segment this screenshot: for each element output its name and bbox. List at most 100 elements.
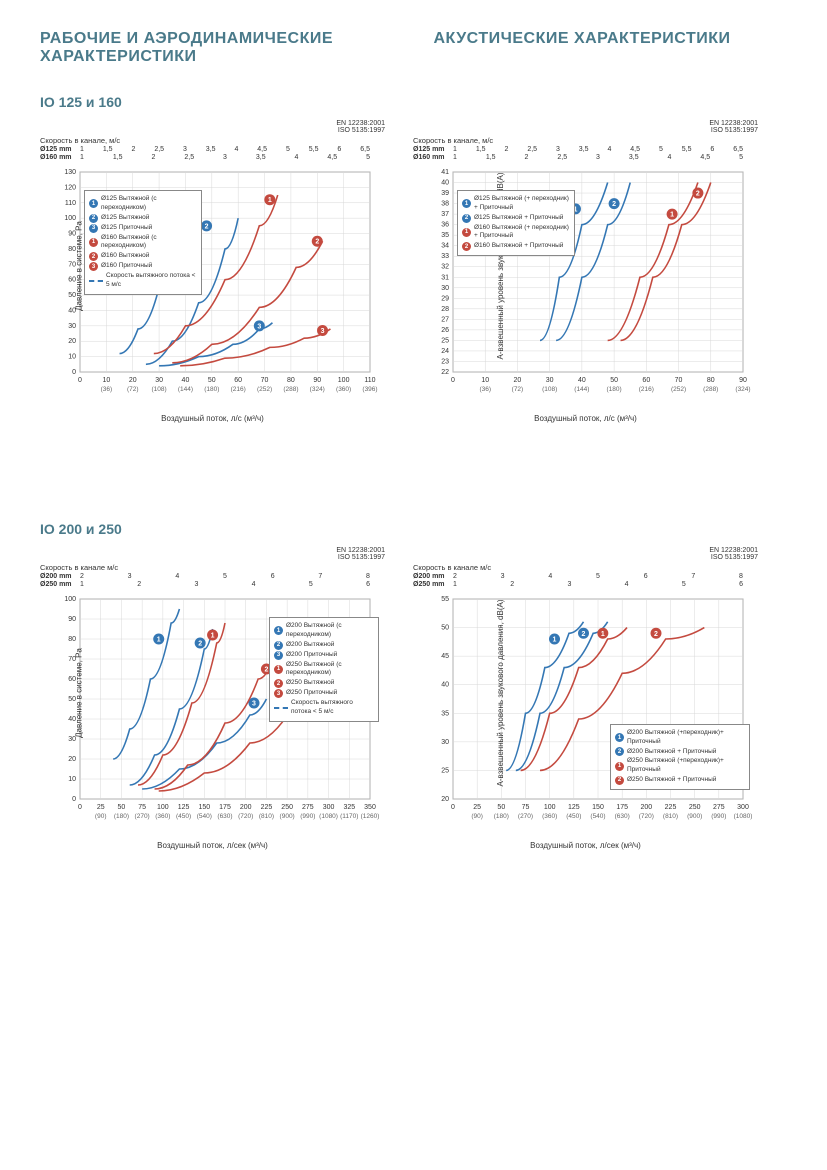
top-tick: 4,5	[630, 146, 640, 153]
svg-text:(1080): (1080)	[319, 813, 338, 820]
svg-text:(324): (324)	[735, 386, 750, 393]
legend-badge: 3	[274, 651, 283, 660]
y-axis-label: Давление в системе, Pa	[74, 221, 83, 311]
svg-text:45: 45	[441, 653, 449, 660]
top-tick: 3	[223, 154, 227, 161]
svg-text:40: 40	[441, 180, 449, 187]
y-axis-label: Давление в системе, Pa	[74, 648, 83, 738]
legend-swatch	[89, 280, 103, 282]
legend-badge: 2	[615, 747, 624, 756]
svg-text:(630): (630)	[615, 813, 630, 820]
diameter-label: Ø125 mm	[40, 146, 80, 153]
svg-text:25: 25	[97, 804, 105, 811]
top-tick: 4	[295, 154, 299, 161]
top-axis-row: Ø160 mm11,522,533,544,55	[413, 154, 758, 161]
chart-standards: EN 12238:2001ISO 5135:1997	[40, 120, 385, 134]
svg-text:3: 3	[257, 323, 261, 330]
legend-text: Ø200 Вытяжной (+переходник)+ Приточный	[627, 729, 745, 747]
legend-badge: 1	[615, 762, 624, 771]
svg-text:33: 33	[441, 253, 449, 260]
svg-text:(1080): (1080)	[734, 813, 753, 820]
diameter-label: Ø160 mm	[413, 154, 453, 161]
top-tick: 4,5	[700, 154, 710, 161]
svg-text:30: 30	[546, 377, 554, 384]
legend-badge: 1	[462, 228, 471, 237]
legend-item: 3Ø250 Приточный	[274, 689, 374, 698]
legend-badge: 2	[462, 214, 471, 223]
svg-text:(288): (288)	[703, 386, 718, 393]
svg-text:30: 30	[441, 739, 449, 746]
legend-badge: 1	[462, 199, 471, 208]
legend-text: Ø250 Вытяжной	[286, 679, 334, 688]
svg-text:90: 90	[739, 377, 747, 384]
svg-text:(252): (252)	[671, 386, 686, 393]
svg-text:20: 20	[514, 377, 522, 384]
top-tick: 3,5	[256, 154, 266, 161]
svg-text:(180): (180)	[607, 386, 622, 393]
svg-text:20: 20	[129, 377, 137, 384]
legend-badge: 1	[274, 665, 283, 674]
legend-text: Ø200 Вытяжной + Приточный	[627, 748, 716, 757]
top-tick: 4	[548, 573, 552, 580]
svg-text:(144): (144)	[574, 386, 589, 393]
legend-item: 1Ø250 Вытяжной (+переходник)+ Приточный	[615, 757, 745, 775]
svg-text:100: 100	[338, 377, 350, 384]
top-tick: 2,5	[154, 146, 164, 153]
svg-text:2: 2	[198, 641, 202, 648]
svg-text:(720): (720)	[238, 813, 253, 820]
top-tick: 1,5	[476, 146, 486, 153]
legend-badge: 3	[89, 262, 98, 271]
legend-badge: 2	[462, 242, 471, 251]
top-tick: 5	[286, 146, 290, 153]
legend-item: 2Ø160 Вытяжной	[89, 252, 197, 261]
top-tick: 7	[691, 573, 695, 580]
legend-item: 3Ø200 Приточный	[274, 651, 374, 660]
svg-text:30: 30	[441, 285, 449, 292]
top-tick: 5,5	[309, 146, 319, 153]
top-tick: 5	[682, 581, 686, 588]
top-axis-row: Ø250 mm123456	[413, 581, 758, 588]
curve	[506, 622, 583, 771]
svg-text:1: 1	[601, 631, 605, 638]
svg-text:(360): (360)	[542, 813, 557, 820]
legend: 1Ø125 Вытяжной (+ переходник) + Приточны…	[457, 190, 575, 256]
header-right: АКУСТИЧЕСКИЕ ХАРАКТЕРИСТИКИ	[434, 30, 788, 66]
legend-badge: 2	[89, 214, 98, 223]
curve	[621, 183, 711, 341]
svg-text:20: 20	[68, 756, 76, 763]
svg-text:275: 275	[713, 804, 725, 811]
svg-text:300: 300	[323, 804, 335, 811]
svg-text:0: 0	[451, 377, 455, 384]
legend: 1Ø200 Вытяжной (с переходником)2Ø200 Выт…	[269, 617, 379, 722]
legend-item: 2Ø125 Вытяжной	[89, 214, 197, 223]
top-tick: 4	[234, 146, 238, 153]
legend-text: Ø160 Вытяжной (+ переходник) + Приточный	[474, 224, 570, 242]
legend-item: 3Ø125 Приточный	[89, 224, 197, 233]
svg-text:120: 120	[64, 184, 76, 191]
top-tick: 3,5	[629, 154, 639, 161]
svg-text:34: 34	[441, 243, 449, 250]
legend-text: Ø125 Приточный	[101, 224, 152, 233]
top-tick: 2	[504, 146, 508, 153]
section-title-1: IO 125 и 160	[40, 94, 787, 110]
top-tick: 2	[137, 581, 141, 588]
legend-badge: 3	[89, 224, 98, 233]
svg-text:1: 1	[553, 637, 557, 644]
svg-text:(72): (72)	[127, 386, 139, 393]
top-tick: 4	[175, 573, 179, 580]
svg-text:10: 10	[68, 776, 76, 783]
top-tick: 6	[337, 146, 341, 153]
top-axis-row: Ø160 mm11,522,533,544,55	[40, 154, 385, 161]
top-tick: 1,5	[113, 154, 123, 161]
svg-text:(252): (252)	[257, 386, 272, 393]
legend-swatch	[274, 707, 288, 709]
legend-item: 2Ø200 Вытяжной	[274, 641, 374, 650]
legend-text: Ø250 Вытяжной + Приточный	[627, 776, 716, 785]
top-tick: 5	[366, 154, 370, 161]
top-tick: 1	[80, 581, 84, 588]
svg-text:(90): (90)	[471, 813, 483, 820]
svg-text:50: 50	[610, 377, 618, 384]
legend-item: 1Ø250 Вытяжной (с переходником)	[274, 661, 374, 679]
legend-badge: 2	[274, 679, 283, 688]
legend-text: Ø125 Вытяжной (с переходником)	[101, 195, 197, 213]
